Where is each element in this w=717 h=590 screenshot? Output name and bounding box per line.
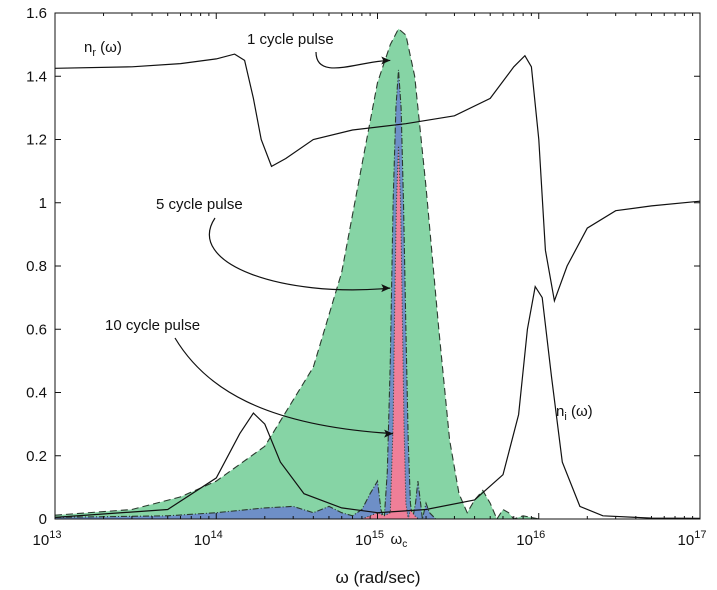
- annotation-10-cycle-arrow: [174, 337, 394, 435]
- series-label-ni-tail: (ω): [567, 403, 593, 420]
- arrowhead: [384, 429, 394, 438]
- y-tick-label: 0.4: [26, 385, 47, 402]
- pulse-areas: [54, 27, 539, 521]
- series-label-ni: ni (ω): [556, 403, 593, 423]
- area-1-cycle-pulse: [55, 28, 539, 520]
- series-label-ni-sub: i: [564, 411, 566, 423]
- area-outline-10-cycle-pulse: [361, 145, 420, 520]
- annotation-5-cycle-text: 5 cycle pulse: [156, 196, 243, 213]
- series-label-nr-sub: r: [92, 47, 96, 59]
- y-tick-label: 0.6: [26, 321, 47, 338]
- line-n_r: [54, 53, 701, 304]
- series-label-nr-tail: (ω): [96, 39, 122, 56]
- series-label-nr: nr (ω): [84, 39, 122, 59]
- arrowhead: [381, 56, 391, 65]
- x-tick-label: 1015: [355, 529, 384, 549]
- refractive-lines: [54, 53, 701, 519]
- area-outline-5-cycle-pulse: [54, 69, 437, 520]
- annotation-5-cycle: 5 cycle pulse: [156, 196, 391, 293]
- annotation-1-cycle: 1 cycle pulse: [247, 31, 391, 69]
- line-n_i: [54, 284, 701, 519]
- x-axis-label: ω (rad/sec): [335, 568, 420, 587]
- annotation-5-cycle-arrow: [208, 217, 391, 291]
- annotation-10-cycle: 10 cycle pulse: [105, 317, 394, 438]
- omega-c-main: ω: [391, 531, 403, 548]
- arrowhead: [381, 284, 391, 293]
- y-tick-label: 1.4: [26, 68, 47, 85]
- axis-ticks: 0 0.2 0.4 0.6 0.8 1 1.2 1.4 1.6 1013 1014 1015 1016 1…: [26, 5, 706, 549]
- x-tick-label: 1017: [678, 529, 707, 549]
- annotation-1-cycle-arrow: [315, 51, 391, 69]
- y-tick-label: 1: [39, 195, 47, 212]
- omega-c-label: ωc: [391, 531, 408, 550]
- annotation-10-cycle-text: 10 cycle pulse: [105, 317, 200, 334]
- series-label-nr-main: n: [84, 39, 92, 56]
- y-tick-label: 1.2: [26, 132, 47, 149]
- y-tick-label: 0.8: [26, 258, 47, 275]
- series-label-ni-main: n: [556, 403, 564, 420]
- annotation-1-cycle-text: 1 cycle pulse: [247, 31, 334, 48]
- x-tick-label: 1013: [33, 529, 62, 549]
- area-outline-1-cycle-pulse: [54, 27, 539, 521]
- y-tick-label: 1.6: [26, 5, 47, 22]
- y-tick-label: 0.2: [26, 448, 47, 465]
- omega-c-sub: c: [402, 539, 407, 550]
- x-tick-label: 1014: [194, 529, 223, 549]
- y-tick-label: 0: [39, 511, 47, 528]
- x-tick-label: 1016: [516, 529, 545, 549]
